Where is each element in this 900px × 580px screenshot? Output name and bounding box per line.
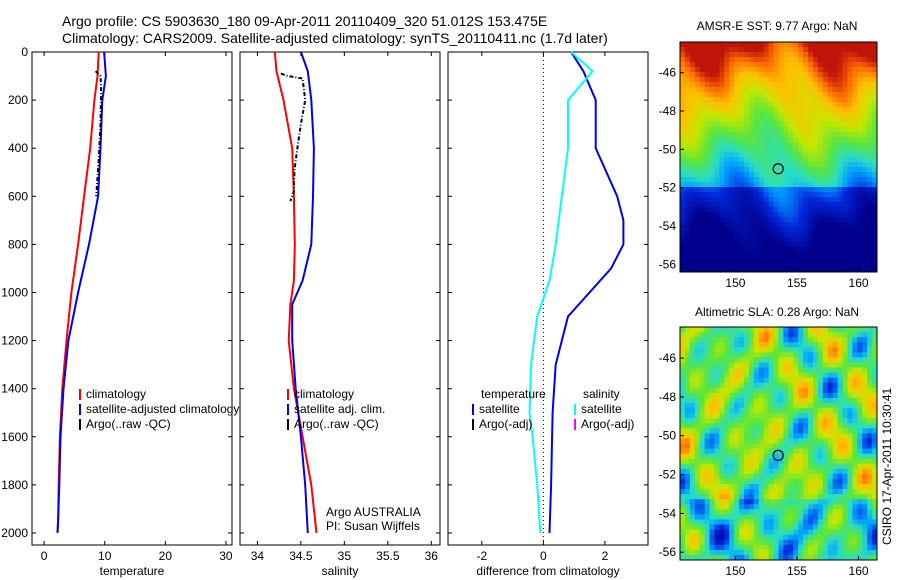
- map-field: [680, 42, 878, 273]
- x-tick-label: 34.5: [289, 549, 313, 563]
- y-tick-label: 2000: [1, 526, 28, 540]
- x-tick-label: 34: [251, 549, 265, 563]
- map-x-tick-label: 155: [787, 276, 807, 290]
- map-x-tick-label: 160: [849, 276, 869, 290]
- map-y-tick-label: -46: [659, 351, 677, 365]
- series-line-1: [528, 51, 594, 534]
- y-tick-label: 1000: [1, 285, 28, 299]
- x-tick-label: 35: [338, 549, 352, 563]
- map-y-tick-label: -52: [659, 468, 677, 482]
- legend-label: Argo(-adj): [479, 417, 532, 431]
- map-y-tick-label: -54: [659, 506, 677, 520]
- legend-label: salinity: [583, 387, 620, 401]
- map-frame: [679, 41, 878, 273]
- header-line-1: Argo profile: CS 5903630_180 09-Apr-2011…: [62, 13, 547, 29]
- x-tick-label: 20: [159, 549, 173, 563]
- map-y-tick-label: -56: [659, 257, 677, 271]
- legend-label: satellite: [581, 402, 622, 416]
- sla-map: 150 155 160 -46 -48 -50 -52 -54 -56: [659, 326, 878, 578]
- x-tick-label: 36: [425, 549, 439, 563]
- legend-label: temperature: [481, 387, 546, 401]
- annotation-text: PI: Susan Wijffels: [326, 519, 420, 533]
- y-tick-label: 1600: [1, 430, 28, 444]
- series-line-0: [273, 51, 318, 534]
- map-y-tick-label: -50: [659, 429, 677, 443]
- x-tick-label: 10: [98, 549, 112, 563]
- legend-label: Argo(..raw -QC): [86, 417, 171, 431]
- x-axis-label: difference from climatology: [476, 564, 619, 578]
- x-tick-label: 0: [41, 549, 48, 563]
- header-line-2: Climatology: CARS2009. Satellite-adjuste…: [62, 30, 608, 46]
- series-line-2: [94, 70, 103, 197]
- x-tick-label: 35.5: [376, 549, 400, 563]
- sst-map-title: AMSR-E SST: 9.77 Argo: NaN: [697, 19, 858, 33]
- map-field: [680, 327, 878, 561]
- x-axis-label: salinity: [322, 564, 359, 578]
- legend-label: climatology: [86, 387, 146, 401]
- map-y-tick-label: -54: [659, 219, 677, 233]
- legend-label: satellite adj. clim.: [294, 402, 385, 416]
- map-y-tick-label: -56: [659, 545, 677, 559]
- y-tick-label: 1400: [1, 382, 28, 396]
- annotation-text: Argo AUSTRALIA: [326, 505, 421, 519]
- legend-label: Argo(..raw -QC): [294, 417, 379, 431]
- map-y-tick-label: -48: [659, 104, 677, 118]
- argo-location-marker: [772, 449, 784, 461]
- legend-label: satellite: [479, 402, 520, 416]
- y-tick-label: 600: [8, 189, 28, 203]
- legend-label: Argo(-adj): [581, 417, 634, 431]
- y-tick-label: 800: [8, 237, 28, 251]
- y-tick-label: 200: [8, 93, 28, 107]
- legend-label: satellite-adjusted climatology: [86, 402, 239, 416]
- map-x-tick-label: 150: [725, 564, 745, 578]
- map-y-tick-label: -46: [659, 66, 677, 80]
- map-x-tick-label: 150: [725, 276, 745, 290]
- salinity-panel: 34 34.5 35 35.5 36 salinity climatologysatelli…: [239, 51, 441, 578]
- map-y-tick-label: -50: [659, 142, 677, 156]
- series-line-1: [291, 51, 315, 534]
- map-x-tick-label: 160: [849, 564, 869, 578]
- y-tick-label: 1800: [1, 478, 28, 492]
- plot-frame: [31, 51, 233, 546]
- y-tick-label: 1200: [1, 334, 28, 348]
- plot-frame: [447, 51, 649, 546]
- y-tick-label: 0: [21, 45, 28, 59]
- x-tick-label: 2: [602, 549, 609, 563]
- map-y-tick-label: -52: [659, 181, 677, 195]
- sla-map-title: Altimetric SLA: 0.28 Argo: NaN: [695, 305, 859, 319]
- y-tick-label: 400: [8, 141, 28, 155]
- x-tick-label: 30: [219, 549, 233, 563]
- side-timestamp: CSIRO 17-Apr-2011 10:30:41: [880, 387, 894, 545]
- map-x-tick-label: 155: [787, 564, 807, 578]
- x-axis-label: temperature: [100, 564, 165, 578]
- map-frame: [679, 326, 878, 561]
- series-line-0: [548, 51, 625, 534]
- argo-location-marker: [772, 163, 784, 175]
- sst-map: 150 155 160 -46 -48 -50 -52 -54 -56: [659, 41, 878, 290]
- map-y-tick-label: -48: [659, 390, 677, 404]
- x-tick-label: 0: [540, 549, 547, 563]
- series-line-1: [56, 51, 107, 534]
- temperature-panel: 0 10 20 30 temperature 0 200 400 600 800 1000 1200 1…: [1, 45, 239, 578]
- x-tick-label: -2: [477, 549, 488, 563]
- plot-frame: [239, 51, 441, 546]
- legend-label: climatology: [294, 387, 354, 401]
